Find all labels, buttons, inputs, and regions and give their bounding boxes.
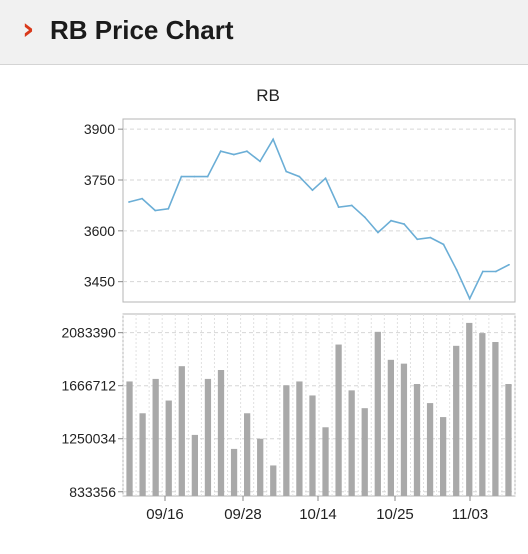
- volume-bar: [283, 385, 290, 496]
- volume-bar: [191, 434, 199, 496]
- price-point: [494, 270, 497, 273]
- price-plot-frame: [122, 118, 516, 303]
- volume-panel: 2083390 1666712 1250034 833356 09/16 09/28 10/…: [61, 313, 516, 523]
- date-tick-label: 09/16: [146, 506, 184, 523]
- price-point: [246, 150, 248, 153]
- page-title: RB Price Chart: [50, 15, 234, 45]
- price-tick-label: 3900: [84, 121, 115, 137]
- volume-bar: [257, 438, 264, 496]
- date-tick-label: 10/25: [376, 506, 414, 523]
- volume-bar: [453, 345, 460, 496]
- volume-bar: [400, 363, 408, 496]
- price-panel: 3900 3750 3600 3450: [84, 118, 516, 303]
- price-point: [455, 268, 458, 271]
- volume-bar: [296, 381, 303, 496]
- price-point: [442, 243, 445, 246]
- price-point: [259, 160, 261, 163]
- price-point: [377, 231, 379, 234]
- price-point: [508, 263, 510, 266]
- price-point: [350, 204, 353, 207]
- volume-bar: [230, 448, 238, 496]
- volume-bar: [466, 322, 473, 496]
- date-tick-label: 09/28: [224, 506, 262, 523]
- volume-tick-label: 833356: [69, 484, 116, 500]
- volume-bar: [413, 384, 421, 496]
- volume-bar: [270, 465, 277, 496]
- price-volume-chart: RB 3900 3750 3600 3450 2083390 1666712 125003…: [61, 86, 516, 523]
- volume-bar: [126, 381, 133, 496]
- price-point: [219, 150, 222, 153]
- price-point: [468, 297, 471, 300]
- page-header: › RB Price Chart: [0, 0, 528, 65]
- price-point: [206, 175, 209, 178]
- volume-tick-label: 1250034: [61, 431, 116, 447]
- price-point: [285, 170, 288, 173]
- price-tick-label: 3750: [84, 172, 115, 188]
- volume-bar: [322, 427, 329, 496]
- price-point: [154, 209, 157, 212]
- price-series-line: [128, 137, 510, 301]
- price-point: [324, 177, 327, 180]
- volume-bar: [152, 378, 159, 496]
- volume-bar: [243, 413, 251, 496]
- price-point: [180, 175, 183, 178]
- volume-bar: [426, 403, 434, 496]
- chart-title: RB: [256, 86, 280, 105]
- volume-bar: [492, 342, 499, 496]
- volume-bar: [387, 359, 395, 496]
- volume-bar: [439, 417, 447, 496]
- volume-bar: [217, 370, 225, 496]
- price-point: [167, 207, 170, 210]
- volume-bar: [374, 331, 381, 496]
- volume-bar: [479, 333, 486, 496]
- date-tick-label: 10/14: [299, 506, 337, 523]
- price-point: [416, 238, 419, 241]
- chevron-right-icon: ›: [22, 12, 35, 47]
- volume-plot-frame: [122, 313, 516, 497]
- price-point: [272, 138, 275, 141]
- price-point: [363, 216, 366, 219]
- price-tick-label: 3600: [84, 223, 115, 239]
- volume-bar: [361, 408, 368, 496]
- volume-tick-label: 2083390: [61, 325, 116, 341]
- volume-bar: [204, 378, 212, 496]
- price-point: [429, 236, 432, 239]
- price-point: [311, 189, 314, 192]
- price-point: [232, 153, 235, 156]
- volume-bar: [165, 400, 172, 496]
- volume-tick-label: 1666712: [61, 378, 116, 394]
- volume-bar: [139, 413, 146, 496]
- volume-bar: [335, 344, 342, 496]
- price-point: [141, 197, 144, 200]
- price-point: [128, 201, 130, 203]
- price-tick-label: 3450: [84, 274, 115, 290]
- volume-bar: [348, 390, 355, 496]
- price-point: [193, 175, 196, 178]
- price-point: [403, 223, 406, 225]
- price-point: [337, 206, 340, 209]
- volume-bar: [309, 395, 316, 496]
- date-tick-label: 11/03: [452, 506, 488, 523]
- price-point: [390, 219, 392, 222]
- volume-bar: [505, 384, 512, 496]
- volume-bar: [178, 366, 185, 496]
- price-point: [481, 270, 484, 273]
- price-point: [298, 175, 301, 178]
